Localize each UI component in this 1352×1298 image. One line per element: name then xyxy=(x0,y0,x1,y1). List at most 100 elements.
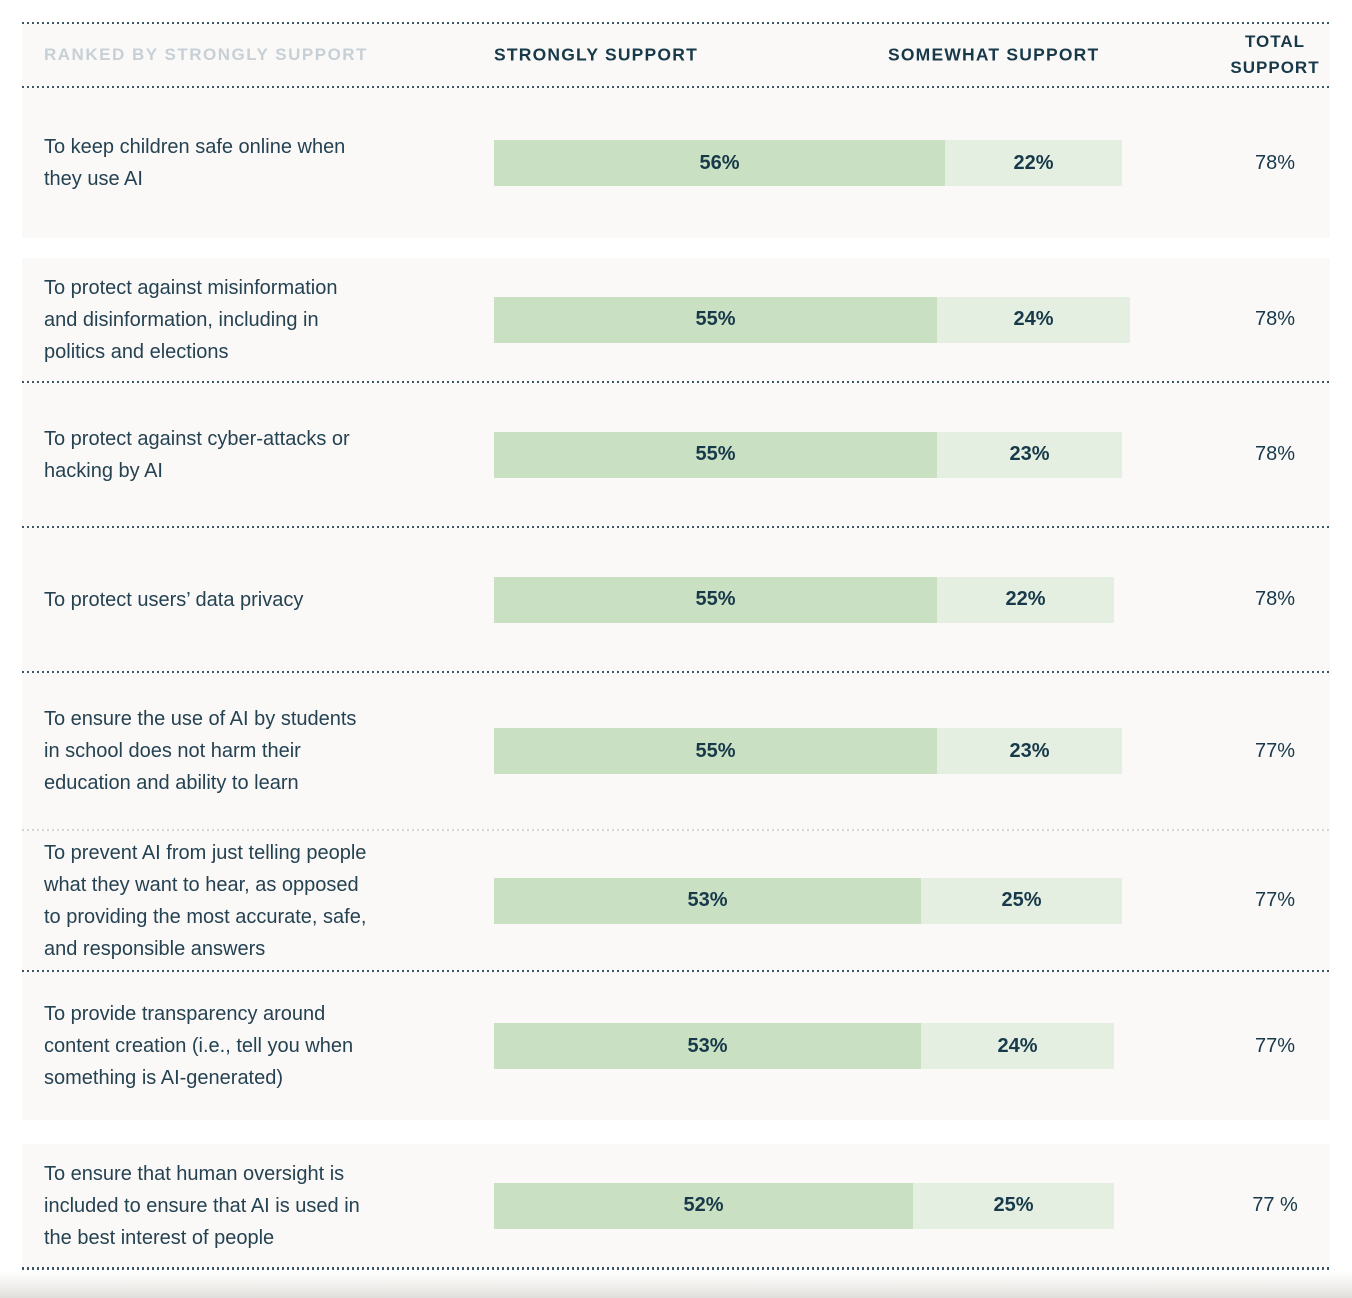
row-label: To protect against misinformation and dis… xyxy=(44,272,494,368)
strongly-support-value: 52% xyxy=(683,1194,724,1216)
row-label: To provide transparency around content cr… xyxy=(44,998,494,1094)
row-label-line: content creation (i.e., tell you when xyxy=(44,1035,354,1057)
strongly-support-header: STRONGLY SUPPORT xyxy=(494,44,698,65)
somewhat-support-segment: 22% xyxy=(945,140,1122,186)
row-label-line: and responsible answers xyxy=(44,937,266,960)
row-separator xyxy=(22,526,1330,528)
row-label: To prevent AI from just telling people wh… xyxy=(44,837,494,965)
row-label-line: To protect users’ data privacy xyxy=(44,588,304,611)
strongly-support-segment: 53% xyxy=(494,1023,921,1069)
stacked-bar: 53% 25% xyxy=(494,877,1220,924)
row-gap xyxy=(22,238,1330,258)
table-row: To prevent AI from just telling people wh… xyxy=(22,831,1330,970)
stacked-bar: 55% 24% xyxy=(494,296,1220,343)
total-support-value: 78% xyxy=(1254,151,1296,174)
row-label-line: To protect against cyber-attacks or xyxy=(44,427,350,450)
somewhat-support-value: 23% xyxy=(1009,739,1050,762)
stacked-bar: 55% 23% xyxy=(494,431,1220,478)
strongly-support-segment: 55% xyxy=(494,431,937,478)
strongly-support-segment: 53% xyxy=(494,877,921,924)
footer-gradient xyxy=(0,1272,1352,1298)
stacked-bar: 55% 23% xyxy=(494,728,1220,774)
somewhat-support-segment: 24% xyxy=(937,296,1130,343)
somewhat-support-value: 25% xyxy=(1001,889,1042,911)
somewhat-support-value: 22% xyxy=(1013,151,1054,174)
row-label-line: To prevent AI from just telling people xyxy=(44,841,367,864)
somewhat-support-header: SOMEWHAT SUPPORT xyxy=(888,44,1100,65)
row-label-line: the best interest of people xyxy=(44,1226,275,1249)
strongly-support-value: 55% xyxy=(695,588,736,610)
row-label-line: To ensure the use of AI by students xyxy=(44,708,357,730)
somewhat-support-segment: 25% xyxy=(913,1182,1114,1229)
strongly-support-value: 53% xyxy=(687,889,728,911)
row-label-line: in school does not harm their xyxy=(44,740,301,762)
bar-cell: 56% 22% xyxy=(494,140,1220,186)
table-header-row: RANKED BY STRONGLY SUPPORT STRONGLY SUPP… xyxy=(22,24,1330,86)
row-label-line: included to ensure that AI is used in xyxy=(44,1194,360,1217)
total-support-value: 78% xyxy=(1254,443,1296,465)
strongly-support-value: 55% xyxy=(695,308,736,330)
strongly-support-segment: 55% xyxy=(494,296,937,343)
row-label-line: hacking by AI xyxy=(44,459,163,482)
somewhat-support-value: 24% xyxy=(997,1034,1038,1057)
row-label-line: To ensure that human oversight is xyxy=(44,1162,345,1185)
header-bottom-separator xyxy=(22,86,1330,88)
table-row: To provide transparency around content cr… xyxy=(22,972,1330,1120)
ranked-by-header: RANKED BY STRONGLY SUPPORT xyxy=(44,45,368,64)
bar-cell: 53% 25% xyxy=(494,877,1220,924)
row-label-line: education and ability to learn xyxy=(44,772,299,794)
stacked-bar: 56% 22% xyxy=(494,140,1220,186)
support-column-headers: STRONGLY SUPPORT SOMEWHAT SUPPORT xyxy=(494,24,1220,86)
total-support-header: TOTAL SUPPORT xyxy=(1230,32,1320,77)
somewhat-support-value: 23% xyxy=(1009,443,1050,465)
strongly-support-segment: 55% xyxy=(494,728,937,774)
strongly-support-value: 55% xyxy=(695,739,736,762)
total-support-value: 77 % xyxy=(1252,1194,1298,1216)
row-label-line: To provide transparency around xyxy=(44,1003,326,1025)
stacked-bar: 55% 22% xyxy=(494,576,1220,623)
row-separator xyxy=(22,671,1330,673)
row-separator-faint xyxy=(22,829,1330,831)
bar-cell: 55% 23% xyxy=(494,431,1220,478)
somewhat-support-segment: 23% xyxy=(937,431,1122,478)
stacked-bar: 52% 25% xyxy=(494,1182,1220,1229)
row-label: To keep children safe online when they us… xyxy=(44,131,494,195)
row-label-line: To protect against misinformation xyxy=(44,276,338,299)
somewhat-support-segment: 23% xyxy=(937,728,1122,774)
strongly-support-value: 55% xyxy=(695,443,736,465)
row-label: To protect users’ data privacy xyxy=(44,584,494,616)
strongly-support-segment: 55% xyxy=(494,576,937,623)
row-label: To protect against cyber-attacks or hacki… xyxy=(44,423,494,487)
bar-cell: 53% 24% xyxy=(494,1023,1220,1069)
table-row: To protect users’ data privacy 55% 22% 78% xyxy=(22,528,1330,671)
somewhat-support-segment: 24% xyxy=(921,1023,1114,1069)
strongly-support-value: 53% xyxy=(687,1034,728,1057)
table-row: To protect against cyber-attacks or hacki… xyxy=(22,383,1330,526)
bar-cell: 52% 25% xyxy=(494,1182,1220,1229)
strongly-support-segment: 52% xyxy=(494,1182,913,1229)
total-support-value: 78% xyxy=(1254,588,1296,610)
table-row: To protect against misinformation and dis… xyxy=(22,258,1330,381)
row-label-line: something is AI-generated) xyxy=(44,1067,284,1089)
strongly-support-value: 56% xyxy=(699,151,740,174)
somewhat-support-segment: 22% xyxy=(937,576,1114,623)
row-label-line: to providing the most accurate, safe, xyxy=(44,905,367,928)
table-row: To ensure the use of AI by students in sc… xyxy=(22,673,1330,829)
support-table: RANKED BY STRONGLY SUPPORT STRONGLY SUPP… xyxy=(22,22,1330,1270)
bottom-separator xyxy=(22,1267,1330,1270)
table-body: To keep children safe online when they us… xyxy=(22,88,1330,1270)
row-label-line: they use AI xyxy=(44,168,143,190)
somewhat-support-segment: 25% xyxy=(921,877,1122,924)
total-support-value: 78% xyxy=(1254,308,1296,330)
table-row: To ensure that human oversight is include… xyxy=(22,1144,1330,1267)
somewhat-support-value: 25% xyxy=(993,1194,1034,1216)
row-label-line: politics and elections xyxy=(44,340,229,363)
stacked-bar: 53% 24% xyxy=(494,1023,1220,1069)
row-label: To ensure that human oversight is include… xyxy=(44,1158,494,1254)
total-support-value: 77% xyxy=(1254,889,1296,911)
bar-cell: 55% 24% xyxy=(494,296,1220,343)
strongly-support-segment: 56% xyxy=(494,140,945,186)
bar-cell: 55% 23% xyxy=(494,728,1220,774)
top-separator xyxy=(22,22,1330,24)
